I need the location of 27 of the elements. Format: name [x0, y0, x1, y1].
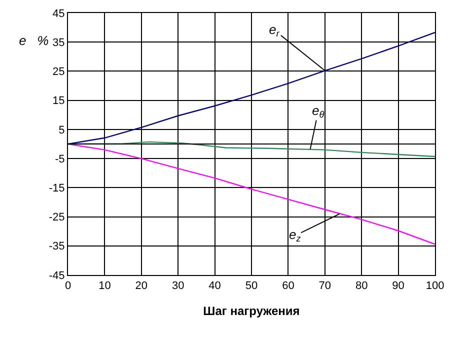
x-tick-label: 80 [355, 280, 368, 292]
x-tick-label: 40 [208, 280, 221, 292]
y-tick-label: 35 [52, 36, 65, 49]
x-tick-label: 100 [426, 280, 444, 292]
y-tick-label: -25 [48, 212, 65, 224]
y-tick-label: -5 [55, 153, 65, 166]
y-tick-label: -15 [48, 182, 65, 195]
y-tick-label: 25 [52, 66, 65, 78]
x-axis-title: Шаг нагружения [203, 304, 300, 318]
x-tick-label: 30 [172, 280, 184, 292]
x-tick-label: 60 [282, 280, 294, 292]
y-tick-label: 5 [58, 124, 65, 136]
x-tick-label: 10 [98, 280, 111, 292]
x-tick-label: 90 [392, 280, 404, 292]
x-tick-label: 70 [318, 280, 332, 292]
y-axis-title: e % [19, 33, 49, 48]
line-series [68, 143, 435, 245]
x-tick-label: 0 [64, 280, 72, 292]
x-tick-label: 50 [245, 280, 258, 292]
y-tick-label: -45 [48, 270, 65, 282]
annotation: e$_{r}$ [269, 22, 280, 39]
y-tick-label: -35 [48, 240, 65, 253]
annotation: e$_{θ}$ [312, 103, 324, 120]
x-tick-label: 20 [135, 280, 148, 292]
y-tick-label: 15 [52, 95, 65, 108]
annotation: e$_{z}$ [289, 227, 302, 244]
y-tick-label: 45 [52, 8, 65, 20]
